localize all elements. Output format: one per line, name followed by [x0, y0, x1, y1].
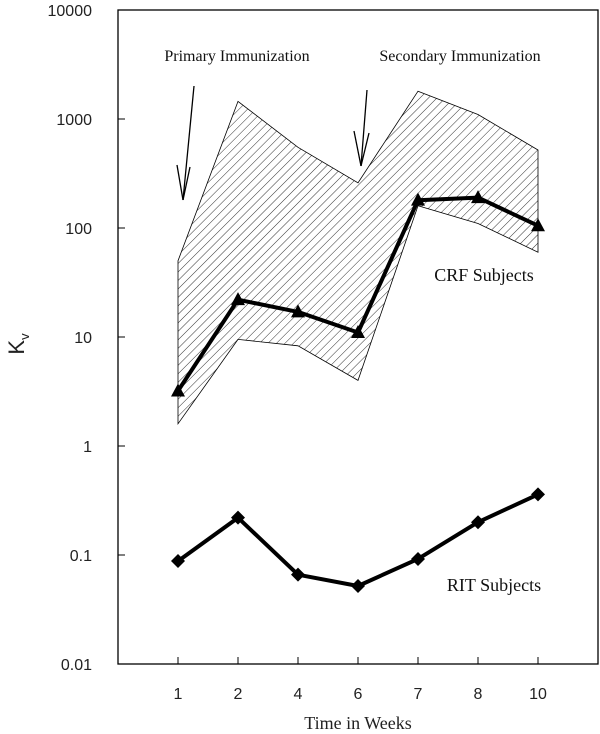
x-axis-title: Time in Weeks: [304, 713, 412, 733]
y-axis-title-main: K: [4, 340, 29, 355]
band-layer: [177, 90, 539, 426]
rit-point-week-2: [231, 510, 245, 525]
y-axis-title: Kv: [4, 333, 32, 355]
y-tick-label: 1000: [56, 112, 92, 129]
series-label-crf: CRF Subjects: [434, 265, 534, 285]
x-tick-label: 2: [234, 686, 243, 703]
annotation-secondary-immunization: Secondary Immunization: [379, 48, 540, 65]
y-tick-label: 0.1: [70, 548, 92, 565]
x-tick-label: 4: [294, 686, 303, 703]
x-tick-label: 10: [529, 686, 547, 703]
rit-point-week-7: [411, 551, 425, 566]
rit-point-week-4: [291, 567, 305, 582]
series-line-rit: [176, 492, 539, 588]
x-axis: 1 2 4 6 7 8 10: [174, 657, 547, 703]
series-label-rit: RIT Subjects: [447, 575, 541, 595]
crf-range-band: [177, 90, 539, 426]
rit-point-week-6: [351, 578, 365, 593]
arrow-secondary-shaft: [360, 89, 368, 167]
crf-point-week-6: [351, 324, 365, 338]
svg-text:Kv: Kv: [4, 333, 32, 355]
arrow-primary-head-right: [182, 166, 191, 201]
arrow-secondary-head-right: [360, 132, 370, 167]
x-tick-label: 6: [354, 686, 363, 703]
crf-point-week-10: [531, 218, 545, 232]
x-tick-label: 7: [414, 686, 423, 703]
crf-point-week-7: [411, 192, 425, 206]
rit-point-week-8: [471, 515, 485, 530]
crf-point-week-2: [231, 292, 245, 306]
series-layer: [171, 190, 545, 593]
y-tick-label: 1: [83, 439, 92, 456]
crf-point-week-4: [291, 304, 305, 318]
y-tick-label: 0.01: [61, 657, 92, 674]
y-tick-label: 10: [74, 330, 92, 347]
rit-point-week-1: [171, 554, 185, 569]
y-axis-title-subscript: v: [17, 333, 32, 340]
rit-point-week-10: [531, 487, 545, 502]
crf-point-week-1: [171, 383, 185, 397]
arrow-primary-head-left: [176, 164, 184, 201]
y-axis: 10000 1000 100 10 1 0.1 0.01: [48, 3, 125, 674]
arrow-primary-shaft: [182, 85, 195, 201]
y-tick-label: 100: [65, 221, 92, 238]
y-tick-label: 10000: [48, 3, 93, 20]
crf-label-bg: [414, 259, 554, 289]
arrow-secondary-head-left: [353, 130, 362, 167]
x-tick-label: 1: [174, 686, 183, 703]
annotation-primary-immunization: Primary Immunization: [164, 48, 309, 65]
x-tick-label: 8: [474, 686, 483, 703]
crf-point-week-8: [471, 190, 485, 204]
